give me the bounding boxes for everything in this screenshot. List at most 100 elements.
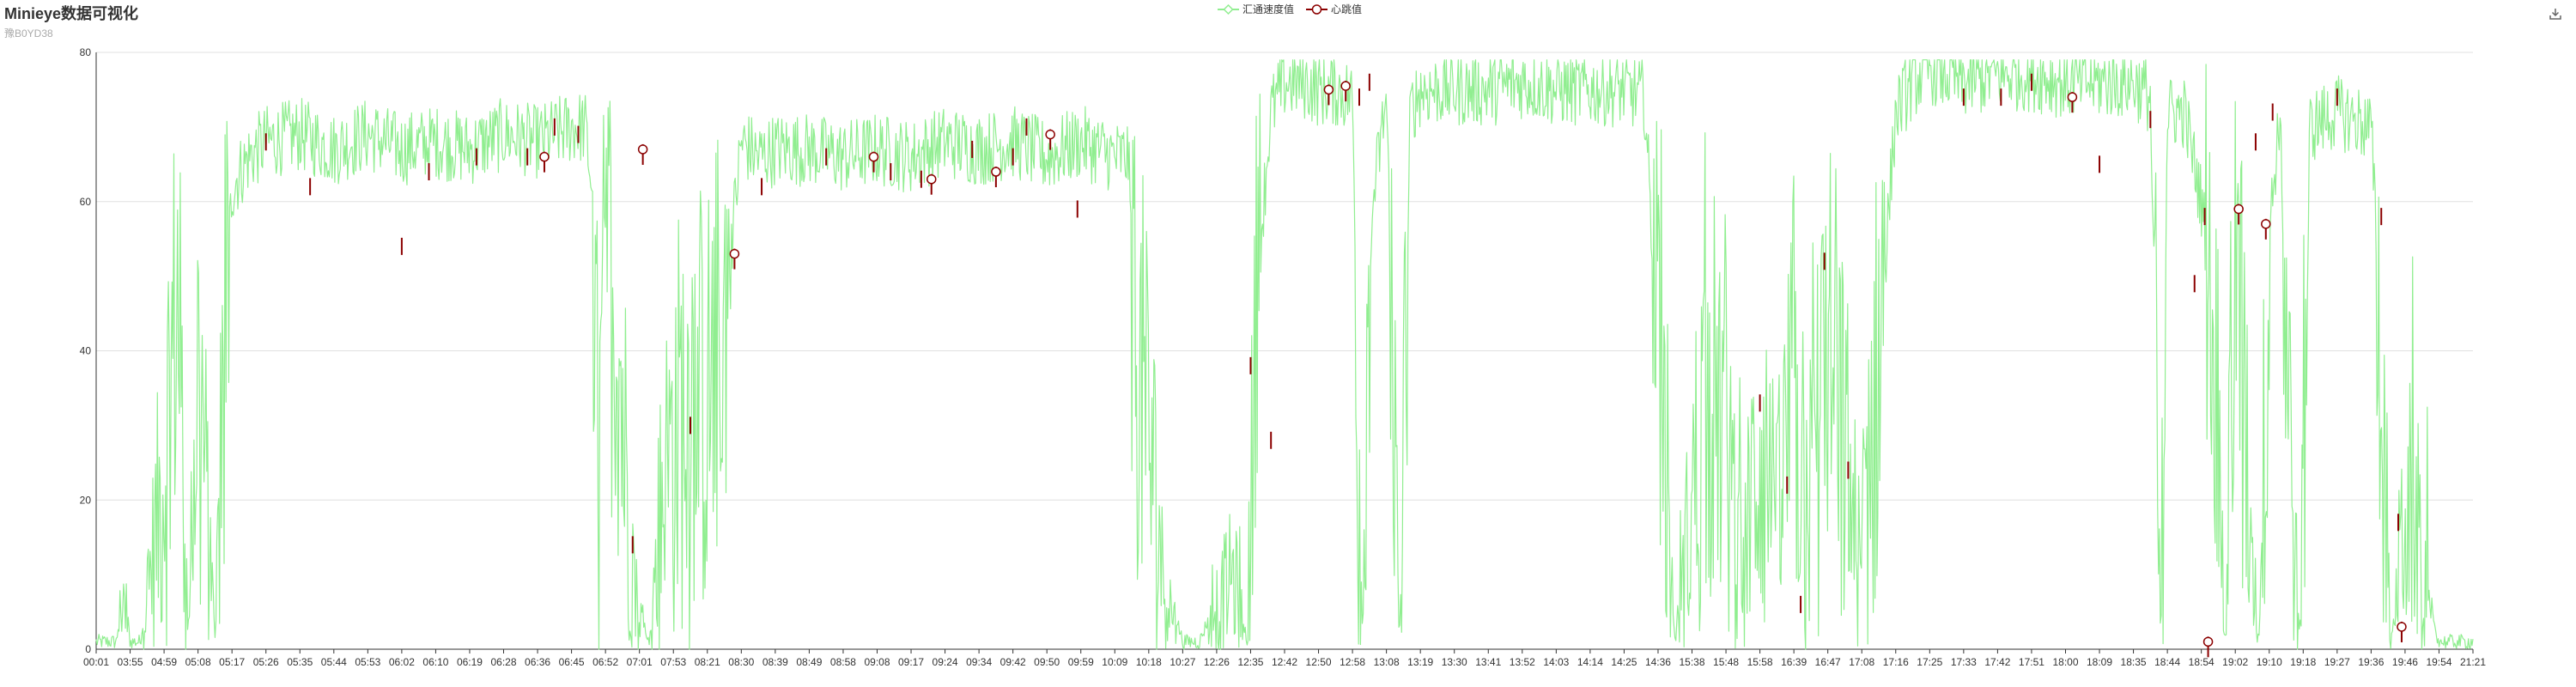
- x-tick-label: 00:01: [83, 656, 109, 668]
- x-tick-label: 06:36: [525, 656, 550, 668]
- heartbeat-point: [2397, 622, 2407, 632]
- x-tick-label: 19:18: [2290, 656, 2316, 668]
- x-tick-label: 18:44: [2154, 656, 2180, 668]
- x-tick-label: 19:54: [2426, 656, 2451, 668]
- x-tick-label: 06:28: [490, 656, 516, 668]
- x-tick-label: 18:09: [2087, 656, 2112, 668]
- x-tick-label: 17:25: [1917, 656, 1942, 668]
- x-tick-label: 13:41: [1475, 656, 1501, 668]
- legend-item-speed[interactable]: 汇通速度值: [1218, 2, 1294, 16]
- x-tick-label: 03:55: [118, 656, 143, 668]
- y-tick-label: 60: [80, 196, 92, 208]
- x-tick-label: 12:26: [1204, 656, 1230, 668]
- speed-line: [95, 59, 2474, 650]
- heartbeat-point: [2067, 92, 2078, 102]
- download-icon[interactable]: [2549, 7, 2562, 21]
- x-tick-label: 13:52: [1510, 656, 1535, 668]
- heartbeat-point: [2261, 219, 2271, 229]
- x-tick-label: 13:30: [1442, 656, 1467, 668]
- x-tick-label: 17:51: [2019, 656, 2044, 668]
- x-axis: 00:01 03:55 04:59 05:08 05:17 05:26 05:35 05:44…: [83, 648, 2486, 668]
- diamond-line-icon: [1218, 3, 1239, 15]
- x-tick-label: 15:38: [1679, 656, 1704, 668]
- x-tick-label: 08:58: [830, 656, 856, 668]
- x-tick-label: 14:36: [1645, 656, 1671, 668]
- heartbeat-point: [1340, 81, 1351, 91]
- x-tick-label: 16:39: [1781, 656, 1807, 668]
- chart-subtitle: 豫B0YD38: [4, 27, 53, 40]
- legend-label-speed: 汇通速度值: [1242, 3, 1295, 15]
- speed-series: [95, 59, 2474, 650]
- x-tick-label: 05:08: [185, 656, 211, 668]
- heartbeat-point: [637, 144, 648, 155]
- chart-title: Minieye数据可视化: [4, 5, 139, 22]
- y-tick-label: 40: [80, 345, 92, 357]
- x-tick-label: 14:25: [1611, 656, 1637, 668]
- x-tick-label: 17:16: [1883, 656, 1909, 668]
- x-tick-label: 19:02: [2222, 656, 2248, 668]
- x-tick-label: 09:50: [1034, 656, 1060, 668]
- circle-line-icon: [1306, 3, 1328, 15]
- x-tick-label: 06:02: [389, 656, 415, 668]
- x-tick-label: 05:17: [219, 656, 245, 668]
- x-tick-label: 17:42: [1984, 656, 2010, 668]
- x-tick-label: 19:36: [2358, 656, 2384, 668]
- y-axis: 0 20 40 60 80: [80, 46, 97, 655]
- x-tick-label: 07:01: [627, 656, 653, 668]
- heartbeat-point: [2233, 204, 2244, 215]
- x-tick-label: 19:10: [2257, 656, 2282, 668]
- legend-item-heartbeat[interactable]: 心跳值: [1306, 2, 1362, 16]
- x-tick-label: 18:35: [2121, 656, 2147, 668]
- x-tick-label: 05:53: [355, 656, 380, 668]
- x-tick-label: 08:49: [796, 656, 822, 668]
- x-tick-label: 09:08: [864, 656, 890, 668]
- x-tick-label: 12:58: [1340, 656, 1365, 668]
- x-tick-label: 08:30: [728, 656, 754, 668]
- x-tick-label: 12:35: [1237, 656, 1263, 668]
- x-tick-label: 06:19: [457, 656, 483, 668]
- x-tick-label: 13:19: [1407, 656, 1433, 668]
- x-tick-label: 18:54: [2189, 656, 2215, 668]
- x-tick-label: 09:17: [898, 656, 924, 668]
- legend: 汇通速度值 心跳值: [1218, 2, 1362, 16]
- heartbeat-point: [2202, 636, 2214, 647]
- x-tick-label: 09:59: [1068, 656, 1094, 668]
- x-tick-label: 14:03: [1543, 656, 1569, 668]
- x-tick-label: 09:24: [933, 656, 958, 668]
- x-tick-label: 10:09: [1102, 656, 1127, 668]
- x-tick-label: 14:14: [1577, 656, 1603, 668]
- heartbeat-point: [1323, 84, 1334, 95]
- x-tick-label: 09:34: [966, 656, 992, 668]
- heartbeat-point: [991, 167, 1001, 177]
- heartbeat-point: [868, 151, 879, 162]
- x-tick-label: 17:33: [1951, 656, 1977, 668]
- x-tick-label: 09:42: [1000, 656, 1026, 668]
- heartbeat-point: [539, 151, 550, 162]
- heartbeat-series: [264, 73, 2407, 658]
- x-tick-label: 06:52: [592, 656, 618, 668]
- x-tick-label: 18:00: [2052, 656, 2078, 668]
- x-tick-label: 10:18: [1136, 656, 1162, 668]
- heartbeat-point: [1045, 129, 1055, 140]
- x-tick-label: 06:45: [559, 656, 585, 668]
- legend-label-heartbeat: 心跳值: [1331, 3, 1363, 15]
- heartbeat-point: [729, 248, 740, 259]
- x-tick-label: 13:08: [1374, 656, 1400, 668]
- y-tick-label: 0: [85, 643, 91, 655]
- x-tick-label: 19:46: [2392, 656, 2418, 668]
- x-tick-label: 10:27: [1170, 656, 1195, 668]
- y-tick-label: 20: [80, 494, 92, 506]
- x-tick-label: 12:50: [1306, 656, 1332, 668]
- x-tick-label: 19:27: [2324, 656, 2350, 668]
- x-tick-label: 05:35: [287, 656, 313, 668]
- x-tick-label: 07:53: [660, 656, 686, 668]
- grid-lines: [96, 52, 2473, 650]
- x-tick-label: 05:26: [253, 656, 279, 668]
- x-tick-label: 15:48: [1713, 656, 1739, 668]
- x-tick-label: 21:21: [2460, 656, 2486, 668]
- x-tick-label: 04:59: [151, 656, 177, 668]
- heartbeat-point: [927, 173, 937, 185]
- x-tick-label: 08:21: [695, 656, 720, 668]
- x-tick-label: 15:58: [1747, 656, 1773, 668]
